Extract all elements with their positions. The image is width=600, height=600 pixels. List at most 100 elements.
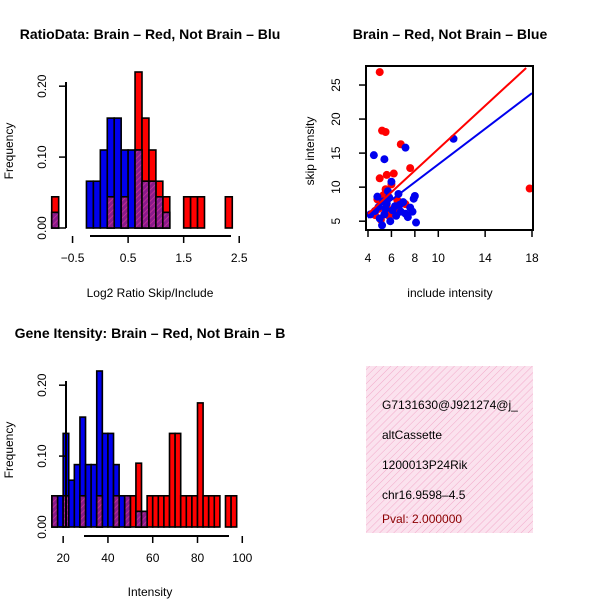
ratio-x-tick-label: 2.5 [231, 251, 248, 265]
scatter-x-tick-label: 6 [388, 251, 395, 265]
intensity-red-bar [174, 432, 182, 528]
intensity-x-tick-label: 80 [191, 551, 205, 565]
ratio-x-tick-label: 0.5 [120, 251, 137, 265]
ratio-y-label: Frequency [2, 123, 16, 180]
intensity-overlap-bar [95, 494, 104, 528]
intensity-red-bar [157, 494, 165, 528]
scatter-x-tick-label: 8 [412, 251, 419, 265]
info-event-type: altCassette [382, 428, 442, 442]
ratio-overlap-bar [162, 211, 171, 229]
info-location: chr16.9598–4.5 [382, 488, 466, 502]
intensity-blue-bar [73, 463, 81, 528]
scatter-blue-point [369, 151, 378, 160]
intensity-red-bar [151, 494, 160, 528]
ratio-y-tick-label: 0.10 [35, 145, 49, 169]
intensity-blue-bar [101, 432, 109, 528]
scatter-red-point [381, 128, 390, 136]
intensity-blue-bar [90, 463, 98, 528]
scatter-blue-point [401, 143, 410, 152]
intensity-histogram: Gene Itensity: Brain – Red, Not Brain – … [2, 325, 285, 599]
scatter-blue-point [386, 217, 395, 226]
scatter-blue-point [403, 213, 412, 222]
intensity-red-bar [202, 494, 210, 528]
intensity-red-bar [168, 432, 176, 528]
scatter-blue-point [380, 155, 389, 164]
scatter-blue-point [373, 192, 382, 201]
ratio-ticks: −0.5 0.5 1.5 2.5 0.00 0.10 0.20 [35, 74, 248, 265]
info-probe-id: G7131630@J921274@j_ [382, 398, 518, 412]
intensity-ticks: 20 40 60 80 100 0.00 0.10 0.20 [35, 373, 253, 565]
intensity-x-tick-label: 40 [101, 551, 115, 565]
intensity-y-tick-label: 0.20 [35, 373, 49, 397]
intensity-red-bar [191, 494, 199, 528]
ratio-red-bar [189, 196, 199, 229]
ratio-x-tick-label: −0.5 [61, 251, 85, 265]
intensity-red-bar [179, 494, 188, 528]
ratio-red-bar [182, 196, 192, 229]
intensity-y-label: Frequency [2, 422, 16, 479]
intensity-blue-bar [107, 432, 115, 528]
intensity-red-bar [224, 494, 232, 528]
ratio-overlap-bar [106, 196, 116, 229]
info-pval: Pval: 2.000000 [382, 512, 462, 526]
scatter-blue-point [408, 207, 417, 216]
ratio-x-label: Log2 Ratio Skip/Include [87, 286, 214, 300]
ratio-blue-bar [92, 180, 102, 229]
scatter-red-trend-line [367, 67, 527, 215]
scatter-red-point [406, 164, 415, 173]
scatter-y-label: skip intensity [303, 117, 317, 186]
scatter-x-tick-label: 18 [525, 251, 539, 265]
scatter-x-tick-label: 14 [478, 251, 492, 265]
scatter-red-point [525, 184, 533, 193]
ratio-blue-bar [99, 149, 109, 229]
ratio-blue-bar [127, 149, 136, 229]
intensity-red-bar [146, 494, 154, 528]
intensity-overlap-bar [112, 494, 120, 528]
ratio-blue-bar [113, 117, 122, 229]
info-gene-name: 1200013P24Rik [382, 458, 468, 472]
intensity-blue-bar [56, 494, 64, 528]
ratio-histogram: RatioData: Brain – Red, Not Brain – Blu … [2, 26, 280, 300]
ratio-overlap-bar [134, 149, 143, 229]
ratio-red-bar [196, 196, 206, 229]
info-panel: G7131630@J921274@j_ altCassette 1200013P… [366, 366, 533, 533]
scatter-y-tick-label: 25 [329, 78, 343, 92]
intensity-blue-bar [118, 494, 126, 528]
scatter-marks [366, 67, 533, 230]
scatter-blue-trend-line [367, 92, 533, 219]
ratio-overlap-bar [120, 196, 129, 229]
intensity-red-bar [207, 494, 216, 528]
scatter-blue-point [412, 218, 421, 227]
intensity-bars [51, 370, 238, 528]
ratio-overlap-bar [155, 196, 164, 229]
ratio-overlap-bar [148, 180, 157, 229]
ratio-x-tick-label: 1.5 [175, 251, 192, 265]
intensity-overlap-bar [140, 510, 148, 528]
scatter-y-tick-label: 5 [329, 218, 343, 225]
intensity-blue-bar [67, 479, 76, 528]
info-background [366, 366, 533, 533]
intensity-red-bar [230, 494, 238, 528]
intensity-x-tick-label: 60 [146, 551, 160, 565]
intensity-x-label: Intensity [128, 585, 173, 599]
intensity-overlap-bar [51, 494, 59, 528]
ratio-overlap-bar [141, 180, 150, 229]
intensity-x-tick-label: 20 [56, 551, 70, 565]
scatter-ticks: 4 6 8 10 14 18 5 10 15 20 25 [329, 78, 539, 265]
ratio-y-tick-label: 0.20 [35, 74, 49, 98]
intensity-overlap-bar [123, 494, 132, 528]
scatter-x-tick-label: 10 [432, 251, 446, 265]
scatter-y-tick-label: 20 [329, 112, 343, 126]
scatter-red-point [389, 169, 398, 178]
ratio-bars [50, 71, 234, 229]
scatter-frame [365, 65, 534, 231]
scatter-blue-point [378, 221, 387, 230]
intensity-overlap-bar [135, 510, 143, 528]
ratio-red-bar [224, 196, 234, 229]
scatter-y-tick-label: 10 [329, 180, 343, 194]
intensity-y-tick-label: 0.00 [35, 515, 49, 539]
intensity-y-tick-label: 0.10 [35, 444, 49, 468]
intensity-blue-bar [84, 463, 92, 528]
intensity-x-tick-label: 100 [232, 551, 252, 565]
